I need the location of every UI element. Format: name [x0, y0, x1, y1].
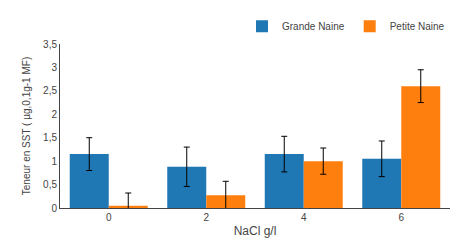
svg-text:2: 2 — [203, 212, 209, 223]
svg-text:2,5: 2,5 — [43, 85, 57, 96]
svg-text:Grande Naine: Grande Naine — [282, 21, 345, 32]
svg-text:0: 0 — [106, 212, 112, 223]
svg-text:NaCl g/l: NaCl g/l — [234, 224, 277, 238]
svg-text:2: 2 — [51, 109, 57, 120]
svg-text:4: 4 — [301, 212, 307, 223]
svg-text:0,5: 0,5 — [43, 179, 57, 190]
svg-text:6: 6 — [398, 212, 404, 223]
svg-text:3,5: 3,5 — [43, 39, 57, 50]
svg-text:3: 3 — [51, 62, 57, 73]
svg-text:1: 1 — [51, 156, 57, 167]
svg-text:0: 0 — [51, 203, 57, 214]
svg-text:1,5: 1,5 — [43, 132, 57, 143]
svg-text:Teneur en SST ( µg,0,1g-1 MF): Teneur en SST ( µg,0,1g-1 MF) — [21, 57, 32, 195]
svg-text:Petite Naine: Petite Naine — [390, 21, 445, 32]
